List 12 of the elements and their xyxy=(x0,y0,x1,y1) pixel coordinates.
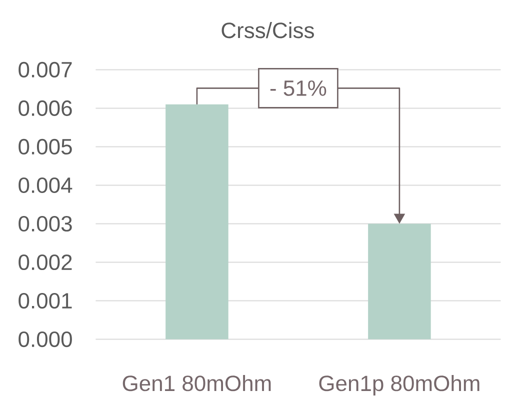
y-tick-label: 0.005 xyxy=(18,138,72,155)
y-tick-label: 0.003 xyxy=(18,216,72,232)
y-tick-label: 0.002 xyxy=(18,254,72,270)
chart-title: Crss/Ciss xyxy=(222,22,314,38)
y-tick-label: 0.007 xyxy=(18,62,72,78)
y-tick-label: 0.004 xyxy=(18,177,72,194)
y-tick-label: 0.006 xyxy=(18,100,72,116)
y-tick-label: 0.000 xyxy=(18,331,72,348)
annotation: - 51% xyxy=(270,80,326,96)
x-tick-label: Gen1 80mOhm xyxy=(122,375,271,392)
y-tick-label: 0.001 xyxy=(18,292,72,309)
x-tick-label: Gen1p 80mOhm xyxy=(319,375,480,396)
